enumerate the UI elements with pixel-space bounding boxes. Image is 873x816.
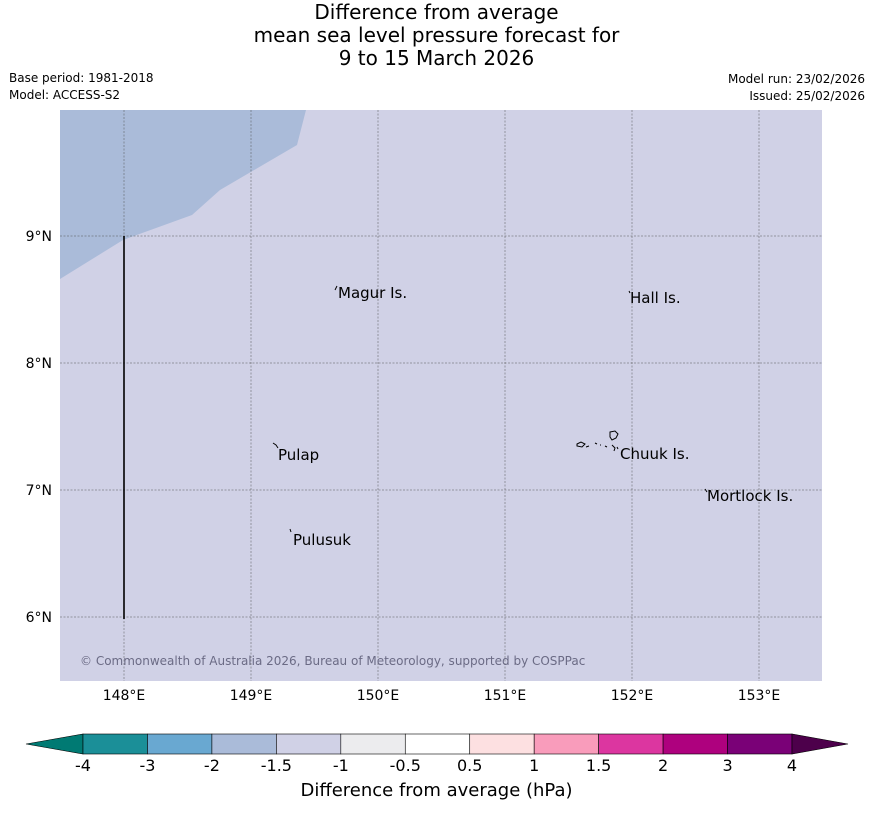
island-magur (334, 285, 338, 291)
colorbar-segment (82, 733, 148, 755)
chart-title-line-3: 9 to 15 March 2026 (338, 46, 535, 70)
colorbar-tick-label: -1.5 (260, 756, 292, 775)
island-pulusuk (289, 528, 292, 533)
colorbar-segment (211, 733, 277, 755)
colorbar-tick-label: 1.5 (585, 756, 612, 775)
colorbar-extend-max (791, 733, 849, 755)
colorbar-segment (662, 733, 728, 755)
lat-label-9: 9°N (26, 229, 52, 245)
place-label-pulap: Pulap (278, 446, 319, 464)
colorbar-segment (147, 733, 213, 755)
base-period-label: Base period: 1981-2018 (9, 71, 154, 85)
island-pulap (272, 442, 279, 449)
colorbar-segment (404, 733, 471, 755)
model-label: Model: ACCESS-S2 (9, 88, 121, 102)
place-label-mortlock: Mortlock Is. (707, 487, 793, 505)
island-mortlock (704, 488, 708, 493)
colorbar-tick-label: 2 (657, 756, 669, 775)
place-label-hall: Hall Is. (630, 289, 681, 307)
colorbar-tick-label: 0.5 (456, 756, 483, 775)
lon-label-148: 148°E (103, 688, 146, 704)
copyright-notice: © Commonwealth of Australia 2026, Bureau… (80, 654, 585, 668)
colorbar-segment (276, 733, 342, 755)
lon-label-153: 153°E (738, 688, 781, 704)
colorbar-ticks: -4 -3 -2 -1.5 -1 -0.5 0.5 1 1.5 2 3 4 (0, 756, 873, 776)
chart-title-line-1: Difference from average (314, 0, 559, 24)
colorbar-segment (340, 733, 406, 755)
meta-right: Model run: 23/02/2026 Issued: 25/02/2026 (728, 71, 865, 105)
colorbar-segment (469, 733, 535, 755)
colorbar-tick-label: 1 (529, 756, 540, 775)
lon-label-149: 149°E (230, 688, 273, 704)
lon-label-150: 150°E (357, 688, 400, 704)
colorbar-tick-label: -4 (75, 756, 91, 775)
colorbar (25, 733, 849, 755)
colorbar-segment (533, 733, 599, 755)
colorbar-tick-label: -0.5 (389, 756, 421, 775)
colorbar-tick-label: 3 (722, 756, 733, 775)
lat-label-7: 7°N (26, 483, 52, 499)
issued-label: Issued: 25/02/2026 (749, 89, 865, 103)
lon-label-151: 151°E (484, 688, 527, 704)
colorbar-segment (598, 733, 664, 755)
colorbar-tick-label: 4 (786, 756, 798, 775)
colorbar-tick-label: -2 (203, 756, 220, 775)
place-label-magur: Magur Is. (338, 284, 407, 302)
island-hall (628, 290, 631, 294)
lon-label-152: 152°E (611, 688, 654, 704)
colorbar-extend-min (25, 733, 84, 755)
lat-label-8: 8°N (26, 356, 52, 372)
lat-label-6: 6°N (26, 610, 52, 626)
colorbar-tick-label: -1 (332, 756, 349, 775)
colorbar-tick-label: -3 (139, 756, 156, 775)
island-chuuk-lagoon (576, 430, 619, 452)
place-label-chuuk: Chuuk Is. (620, 445, 689, 463)
island-outlines (272, 285, 708, 533)
meta-left: Base period: 1981-2018 Model: ACCESS-S2 (9, 70, 154, 104)
colorbar-label: Difference from average (hPa) (300, 780, 573, 801)
map-lower-pressure-band (60, 110, 306, 279)
model-run-label: Model run: 23/02/2026 (727, 72, 865, 86)
chart-title-line-2: mean sea level pressure forecast for (253, 23, 620, 47)
place-label-pulusuk: Pulusuk (293, 531, 351, 549)
colorbar-segment (727, 733, 793, 755)
